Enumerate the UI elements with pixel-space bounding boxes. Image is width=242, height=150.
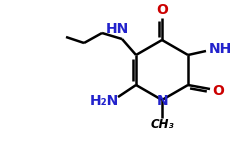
Text: O: O (212, 84, 224, 98)
Text: NH: NH (208, 42, 232, 56)
Text: N: N (157, 94, 169, 108)
Text: H₂N: H₂N (89, 94, 119, 108)
Text: CH₃: CH₃ (150, 118, 174, 132)
Text: O: O (156, 3, 168, 17)
Text: HN: HN (106, 22, 129, 36)
